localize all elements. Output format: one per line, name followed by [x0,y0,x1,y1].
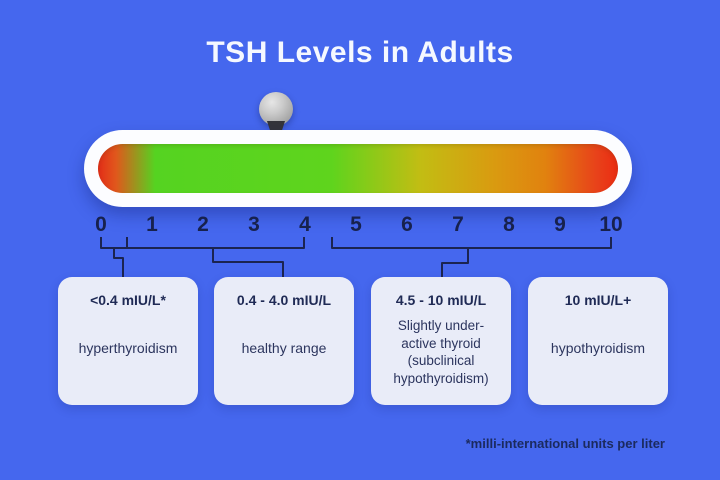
scale-tick-label: 0 [95,213,107,236]
card-condition-label: hypothyroidism [550,340,646,356]
bracket-0-to-4 [100,237,305,249]
gauge-gradient [98,144,618,193]
scale-tick-label: 9 [554,213,566,236]
card-condition-label: healthy range [241,340,327,356]
card-range-value: 4.5 - 10 mIU/L [395,292,487,308]
card-condition-label: hyperthyroidism [78,340,178,356]
range-card-healthy: 0.4 - 4.0 mIU/L healthy range [214,277,354,405]
page-title: TSH Levels in Adults [206,36,514,69]
units-footnote: *milli-international units per liter [465,436,665,451]
gauge-marker-ball [259,92,293,126]
scale-tick-label: 3 [248,213,260,236]
scale-tick-label: 1 [146,213,158,236]
card-range-value: 10 mIU/L+ [564,292,632,308]
connector-card-3 [441,248,469,280]
bracket-4p5-to-10 [331,237,612,249]
scale-tick-label: 7 [452,213,464,236]
scale-tick-label: 8 [503,213,515,236]
scale-tick-label: 6 [401,213,413,236]
range-card-hypothyroidism: 10 mIU/L+ hypothyroidism [528,277,668,405]
scale-tick-label: 2 [197,213,209,236]
gauge-bar [84,130,632,207]
card-range-value: <0.4 mIU/L* [90,292,166,308]
connector-card-2 [212,248,284,280]
scale-tick-label: 10 [599,213,623,236]
scale-tick-label: 4 [299,213,311,236]
connector-card-1 [113,248,124,280]
range-card-hyperthyroidism: <0.4 mIU/L* hyperthyroidism [58,277,198,405]
range-card-subclinical: 4.5 - 10 mIU/L Slightly under- active th… [371,277,511,405]
scale-tick-label: 5 [350,213,362,236]
card-range-value: 0.4 - 4.0 mIU/L [236,292,332,308]
card-condition-label: Slightly under- active thyroid (subclini… [393,318,489,386]
